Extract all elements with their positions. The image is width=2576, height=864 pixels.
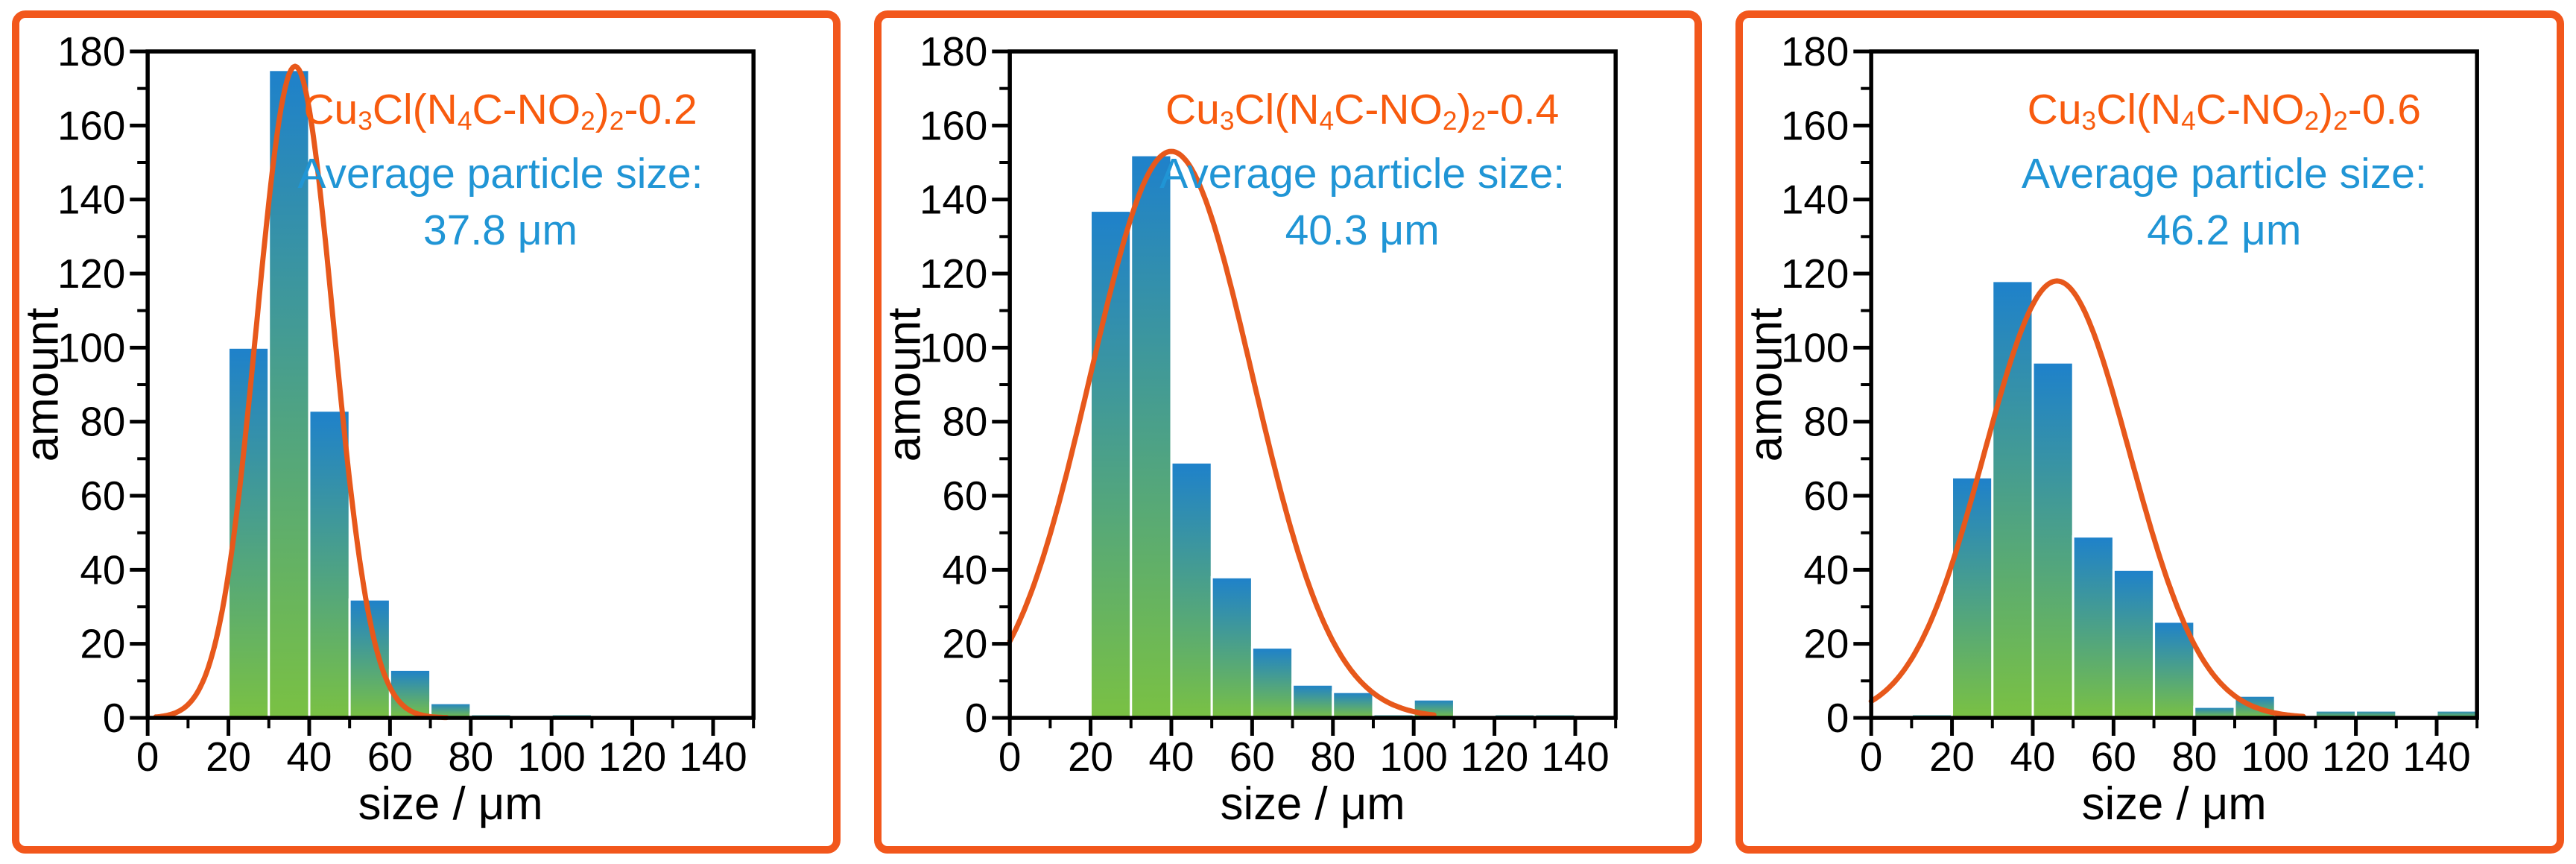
y-tick-label: 100 [57,324,125,370]
x-axis-label: size / μm [1220,778,1405,830]
x-tick-label: 80 [1310,734,1355,780]
y-tick-label: 80 [942,399,987,445]
y-tick-label: 0 [1826,695,1849,741]
x-tick-label: 120 [1461,734,1528,780]
x-tick-label: 60 [2091,734,2136,780]
y-tick-label: 120 [57,250,125,297]
panel-cu3cl-0.2: 0 20 40 60 80 100 120 140 0 20 40 60 80 100 120 140 160 1… [12,10,841,854]
y-axis-label: amount [1743,308,1792,462]
y-tick-label: 20 [80,621,125,667]
y-tick-label: 140 [1781,177,1849,223]
y-tick-label: 160 [920,102,987,148]
y-tick-label: 120 [1781,250,1849,297]
fit-curve [1869,278,2306,719]
y-tick-label: 80 [1804,399,1849,445]
y-tick-label: 40 [80,546,125,593]
y-tick-label: 60 [1804,473,1849,519]
y-tick-label: 180 [57,28,125,75]
y-axis-label: amount [19,308,69,462]
y-tick-label: 100 [1781,324,1849,370]
histogram-bar [1291,683,1335,719]
y-tick-label: 20 [942,621,987,667]
fit-curve [1007,148,1437,718]
x-tick-label: 140 [2403,734,2471,780]
histogram-bar [268,69,311,719]
x-tick-label: 100 [1379,734,1447,780]
histogram-bar [1331,690,1375,719]
x-tick-label: 40 [1148,734,1194,780]
x-tick-label: 80 [448,734,493,780]
y-tick-label: 0 [103,695,125,741]
panel-cu3cl-0.4: 0 20 40 60 80 100 120 140 0 20 40 60 80 100 120 140 160 1… [873,10,1703,854]
x-tick-label: 140 [679,734,747,780]
y-tick-label: 140 [57,177,125,223]
x-tick-label: 140 [1541,734,1609,780]
x-tick-label: 40 [2010,734,2056,780]
histogram-bar [1170,461,1213,719]
x-tick-label: 20 [1068,734,1113,780]
y-tick-label: 0 [965,695,987,741]
histogram-chart: 0 20 40 60 80 100 120 140 0 20 40 60 80 100 120 140 160 1… [19,28,756,830]
fit-curve [153,63,449,721]
y-tick-label: 120 [920,250,987,297]
panel-cu3cl-0.6: 0 20 40 60 80 100 120 140 0 20 40 60 80 100 120 140 160 1… [1735,10,2565,854]
x-tick-label: 20 [1929,734,1975,780]
y-tick-label: 60 [80,473,125,519]
y-tick-label: 160 [57,102,125,148]
histogram-chart: 0 20 40 60 80 100 120 140 0 20 40 60 80 100 120 140 160 1… [882,28,1618,830]
histogram-bar [2153,620,2196,719]
x-tick-label: 120 [598,734,666,780]
y-axis-label: amount [882,308,931,462]
y-tick-label: 80 [80,399,125,445]
histogram-bar [308,409,351,719]
x-tick-label: 100 [518,734,586,780]
y-tick-label: 20 [1804,621,1849,667]
histogram-bar [1951,476,1994,719]
y-tick-label: 180 [1781,28,1849,75]
y-tick-label: 160 [1781,102,1849,148]
histogram-bar [2072,535,2115,719]
histogram-bar [1129,154,1173,719]
histogram-bar [2113,568,2156,719]
histogram-bar [1991,280,2034,719]
x-tick-label: 0 [999,734,1021,780]
x-tick-label: 40 [287,734,332,780]
x-tick-label: 60 [367,734,413,780]
x-tick-label: 100 [2241,734,2309,780]
x-tick-label: 0 [1860,734,1882,780]
histogram-chart: 0 20 40 60 80 100 120 140 0 20 40 60 80 100 120 140 160 1… [1743,28,2480,830]
y-tick-label: 100 [920,324,987,370]
x-tick-label: 80 [2172,734,2218,780]
y-tick-label: 40 [1804,546,1849,593]
x-axis-label: size / μm [2082,778,2267,830]
y-tick-label: 140 [920,177,987,223]
plot-frame [1007,49,1618,720]
histogram-bar [1250,646,1294,719]
x-tick-label: 0 [136,734,159,780]
x-tick-label: 120 [2322,734,2390,780]
y-tick-label: 60 [942,473,987,519]
y-tick-label: 180 [920,28,987,75]
y-tick-label: 40 [942,546,987,593]
x-tick-label: 60 [1230,734,1275,780]
histogram-bar [2031,361,2075,719]
x-tick-label: 20 [206,734,251,780]
x-axis-label: size / μm [358,778,543,830]
histogram-bar [1210,576,1253,719]
